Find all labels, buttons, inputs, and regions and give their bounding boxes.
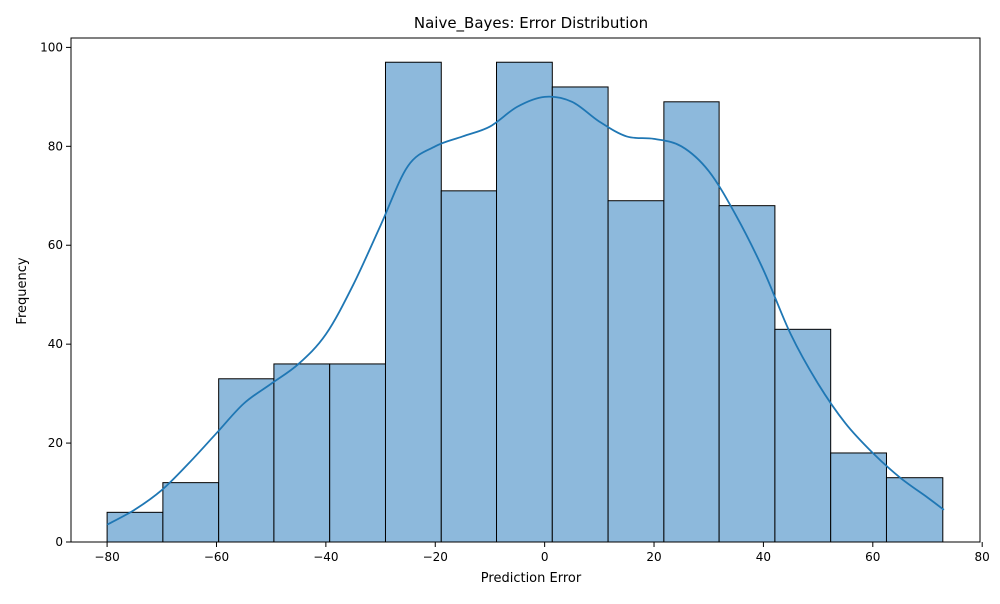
- y-axis-label: Frequency: [15, 257, 30, 324]
- histogram-bar: [774, 328, 832, 543]
- x-tick-label: 20: [646, 550, 661, 564]
- histogram-bar: [496, 61, 553, 543]
- x-tick-label: −20: [423, 550, 448, 564]
- x-tick-label: −60: [204, 550, 229, 564]
- y-tick-label: 20: [48, 436, 63, 450]
- histogram-bar: [551, 86, 609, 543]
- x-tick-label: −40: [313, 550, 338, 564]
- x-axis-label: Prediction Error: [481, 571, 582, 586]
- histogram-bar: [607, 200, 665, 543]
- x-tick-label: 40: [756, 550, 771, 564]
- kde-layer: [106, 95, 945, 526]
- y-tick-label: 0: [55, 535, 63, 549]
- histogram-bar: [663, 101, 720, 543]
- histogram-bar: [218, 378, 275, 543]
- histogram-bar: [106, 511, 164, 543]
- histogram-bar: [329, 363, 386, 543]
- y-tick-label: 40: [48, 337, 63, 351]
- bars-layer: [106, 61, 944, 543]
- y-tick-label: 80: [48, 139, 63, 153]
- histogram-bar: [162, 482, 220, 543]
- plot-frame: [70, 37, 981, 543]
- x-tick-label: 0: [541, 550, 549, 564]
- kde-line: [106, 95, 945, 526]
- y-tick-label: 60: [48, 238, 63, 252]
- histogram-bar: [273, 363, 331, 543]
- chart-title: Naive_Bayes: Error Distribution: [414, 14, 648, 33]
- y-tick-label: 100: [40, 40, 63, 54]
- x-tick-label: 60: [865, 550, 880, 564]
- x-axis: −80 −60 −40 −20 0 20 40 60 80: [94, 542, 990, 564]
- histogram-bar: [885, 477, 944, 543]
- x-tick-label: 80: [975, 550, 990, 564]
- x-tick-label: −80: [94, 550, 119, 564]
- histogram-bar: [440, 190, 498, 543]
- histogram-bar: [384, 61, 442, 543]
- histogram-bar: [830, 452, 887, 543]
- histogram-bar: [718, 205, 776, 543]
- y-axis: 0 20 40 60 80 100: [40, 40, 71, 549]
